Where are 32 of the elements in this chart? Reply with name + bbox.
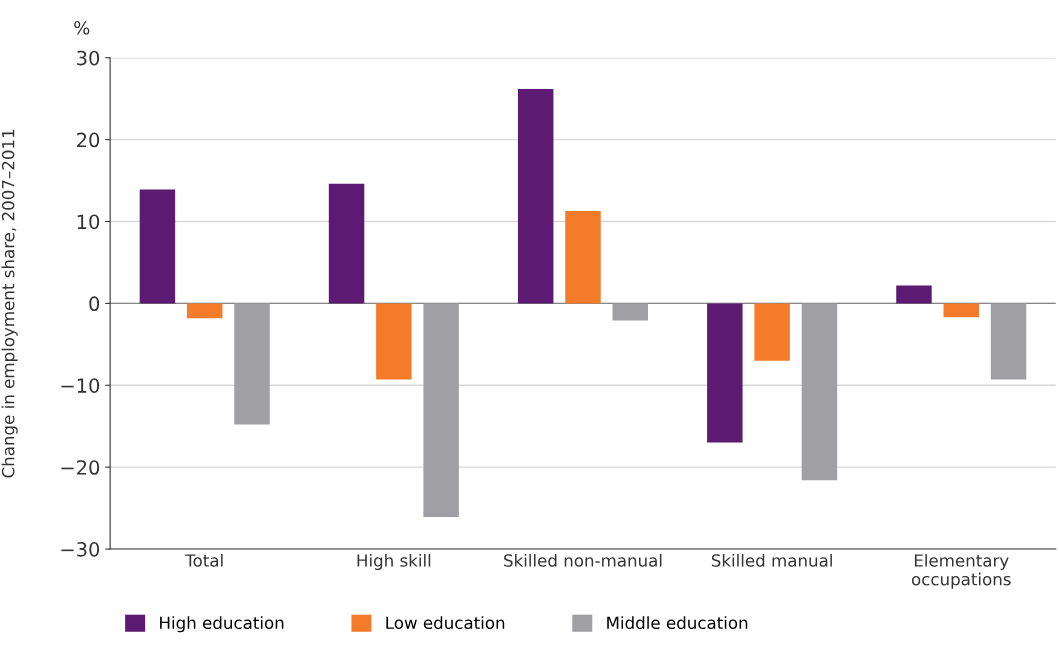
legend-label: Middle education bbox=[607, 616, 748, 630]
bar bbox=[707, 303, 743, 443]
bar bbox=[376, 303, 412, 380]
legend-label: High education bbox=[160, 616, 284, 633]
legend-label: Low education bbox=[386, 616, 505, 630]
bar bbox=[896, 285, 932, 304]
y-tick-label: −20 bbox=[61, 460, 100, 475]
y-tick-label: 30 bbox=[77, 50, 100, 66]
y-tick-label: −30 bbox=[61, 542, 100, 557]
x-tick-label: High skill bbox=[357, 553, 431, 571]
bar bbox=[234, 303, 270, 425]
bar bbox=[423, 303, 459, 518]
bar bbox=[990, 303, 1027, 380]
x-tick-label: Skilled non-manual bbox=[504, 553, 662, 567]
bar bbox=[612, 303, 648, 321]
bar bbox=[565, 210, 601, 304]
x-tick-label: Elementary occupations bbox=[911, 553, 1011, 589]
y-axis-title: Change in employment share, 2007–2011 bbox=[1, 129, 18, 478]
x-tick-label: Skilled manual bbox=[711, 553, 832, 567]
bar bbox=[186, 303, 223, 319]
y-tick-label: 0 bbox=[89, 296, 100, 312]
bar bbox=[801, 303, 838, 481]
bar bbox=[328, 183, 365, 304]
bar bbox=[139, 189, 176, 304]
bar bbox=[754, 303, 790, 361]
x-tick-label: Total bbox=[185, 553, 223, 567]
y-tick-label: −10 bbox=[61, 378, 100, 393]
bar bbox=[943, 303, 979, 318]
y-tick-label: 10 bbox=[77, 214, 100, 230]
bar bbox=[517, 88, 554, 304]
y-tick-label: 20 bbox=[77, 132, 100, 148]
text: % bbox=[74, 20, 90, 35]
